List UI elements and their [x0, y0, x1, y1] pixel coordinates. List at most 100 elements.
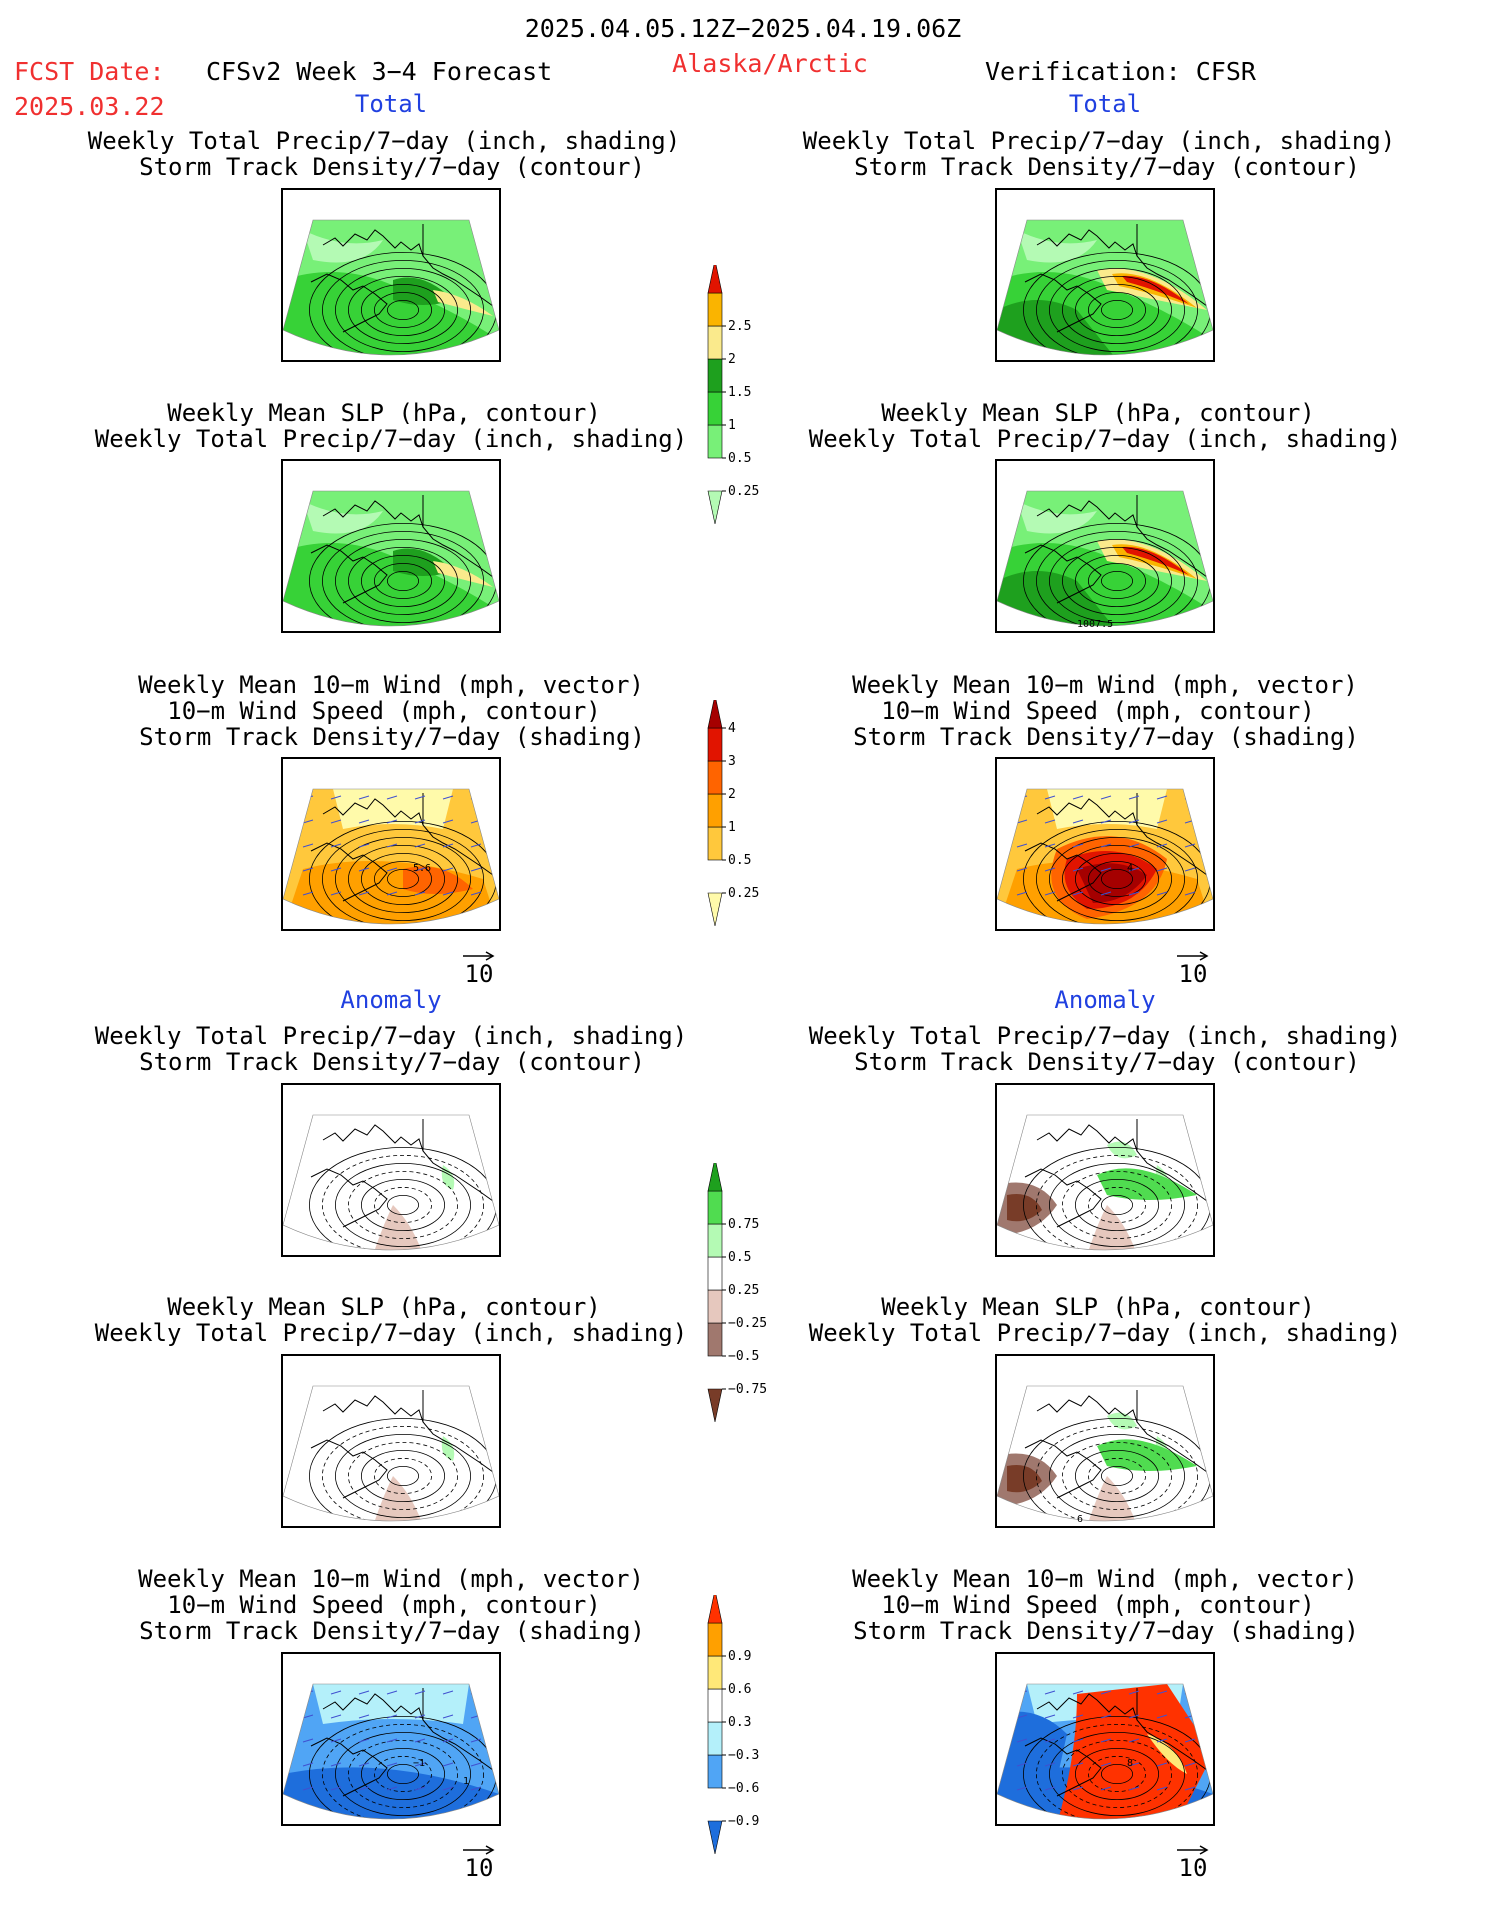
wind-vector [414, 1762, 426, 1767]
wind-vector [414, 867, 426, 872]
wind-vector [386, 891, 398, 896]
colorbar-tick-label: 2 [728, 787, 736, 802]
wind-vector [1072, 1762, 1084, 1767]
wind-vector [1128, 819, 1140, 824]
contour-line [361, 1450, 445, 1503]
wind-vector [302, 1786, 314, 1791]
colorbar-tick-label: 0.6 [728, 1682, 751, 1697]
colorbar-tick-label: −0.5 [728, 1349, 759, 1364]
colorbar-tick-label: −0.75 [728, 1382, 767, 1397]
wind-vector [302, 1738, 314, 1743]
wind-vector [414, 1786, 426, 1791]
title-precip: Weekly Total Precip/7−day (inch, shading… [94, 1022, 688, 1050]
title-storm-contour: Storm Track Density/7−day (contour) [139, 153, 645, 181]
contour-line [387, 869, 420, 890]
map-domain-outline [283, 490, 499, 627]
wind-vector [1044, 891, 1056, 896]
contour-line [322, 1724, 484, 1819]
coastline [310, 842, 388, 902]
colorbar-segment [707, 1754, 723, 1789]
wind-vector [302, 1762, 314, 1767]
contour-line [1075, 555, 1159, 608]
wind-vector [1100, 1762, 1112, 1767]
coastline [322, 1395, 494, 1473]
colorbar-tick-label: −0.25 [728, 1316, 767, 1331]
title-wind-speed: 10−m Wind Speed (mph, contour) [881, 1591, 1315, 1619]
title-storm-shading: Storm Track Density/7−day (shading) [853, 723, 1359, 751]
contour-line [374, 1187, 433, 1224]
colorbar-tick-label: 1.5 [728, 385, 751, 400]
vector-ref-label: 10 [1178, 960, 1208, 988]
contour-line [374, 1458, 433, 1495]
colorbar-segment [707, 1721, 723, 1756]
colorbar-total-precip: 0.25 0.5 1 1.5 2 2.5 [707, 265, 759, 525]
anomaly-area [283, 1767, 499, 1819]
title-wind-speed: 10−m Wind Speed (mph, contour) [881, 697, 1315, 725]
map-anom-slp-forecast [281, 1354, 501, 1528]
wind-vector [1016, 891, 1028, 896]
contour-line [1049, 1434, 1185, 1518]
wind-vector [330, 1690, 342, 1695]
contour-line [1062, 547, 1172, 615]
section-anomaly-right: Anomaly [1054, 986, 1156, 1014]
title-storm-contour: Storm Track Density/7−day (contour) [854, 153, 1360, 181]
contour-line [1075, 1748, 1159, 1801]
contour-line [374, 292, 433, 329]
contour-line [361, 1748, 445, 1801]
wind-vector [330, 891, 342, 896]
wind-vector [302, 867, 314, 872]
colorbar-segment [707, 1622, 723, 1657]
date-range: 2025.04.05.12Z−2025.04.19.06Z [524, 14, 962, 43]
wind-vector [386, 867, 398, 872]
contour-line [1062, 1740, 1172, 1808]
wind-vector [358, 1690, 370, 1695]
vector-ref-arrow-icon [463, 1845, 495, 1855]
title-storm-contour: Storm Track Density/7−day (contour) [139, 1048, 645, 1076]
colorbar-tick-label: 3 [728, 754, 736, 769]
contour-line [387, 300, 420, 321]
contour-label: 1 [463, 1776, 469, 1787]
wind-vector [1072, 1690, 1084, 1695]
wind-vector [1072, 1714, 1084, 1719]
contour-line [374, 861, 433, 898]
wind-vector [1016, 843, 1028, 848]
colorbar-tick-label: 2.5 [728, 319, 751, 334]
storm-area [333, 789, 453, 829]
fcst-date-label: FCST Date: [14, 57, 165, 86]
title-precip: Weekly Total Precip/7−day (inch, shading… [94, 425, 688, 453]
wind-vector [302, 843, 314, 848]
contour-line [1062, 1442, 1172, 1510]
vector-ref-arrow-icon [1177, 1845, 1209, 1855]
colorbar-tick-label: 1 [728, 418, 736, 433]
anomaly-area [1097, 1439, 1197, 1471]
wind-vector [1128, 843, 1140, 848]
wind-vector [470, 1690, 482, 1695]
title-precip: Weekly Total Precip/7−day (inch, shading… [808, 1319, 1402, 1347]
map-anom-slp-cfsr: 6 [995, 1354, 1215, 1528]
wind-vector [1184, 843, 1196, 848]
wind-vector [1128, 891, 1140, 896]
wind-vector [386, 1690, 398, 1695]
anomaly-area [997, 1711, 1067, 1819]
wind-vector [1100, 795, 1112, 800]
contour-line [1075, 284, 1159, 337]
coastline [1036, 798, 1208, 876]
vector-ref-arrow-icon [463, 951, 495, 961]
colorbar-segment [707, 325, 723, 360]
colorbar-tick-label: 0.75 [728, 1217, 759, 1232]
colorbar-tick-label: 2 [728, 352, 736, 367]
colorbar-segment [707, 1820, 723, 1855]
vector-ref-label: 10 [1178, 1854, 1208, 1882]
contour-label: 5.6 [413, 863, 431, 874]
wind-vector [1016, 1762, 1028, 1767]
wind-vector [358, 1786, 370, 1791]
contour-line [348, 1171, 458, 1239]
contour-line [348, 276, 458, 344]
colorbar-total-storm: 0.25 0.5 1 2 3 4 [707, 700, 759, 927]
contour-label: −1 [413, 1758, 425, 1769]
contour-line [1049, 1732, 1185, 1816]
storm-area [1047, 789, 1167, 829]
map-domain-outline [997, 1385, 1213, 1522]
contour-line [1088, 1756, 1147, 1793]
map-domain-outline [997, 1683, 1213, 1820]
